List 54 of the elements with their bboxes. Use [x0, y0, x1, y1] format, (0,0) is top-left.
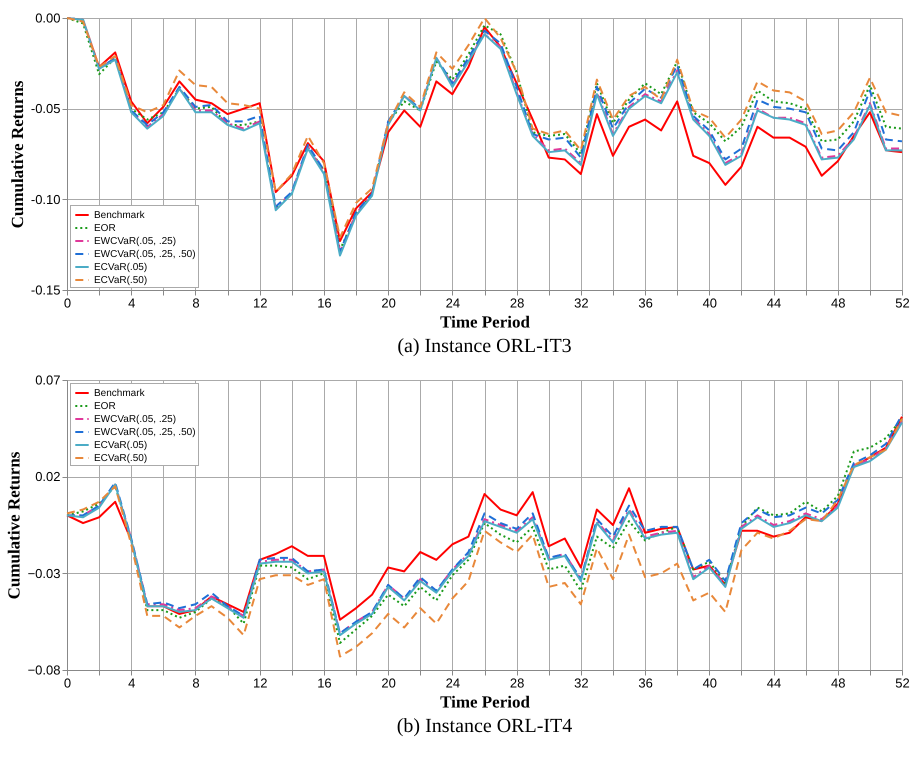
y-tick-label: -0.05 — [30, 101, 60, 116]
legend-label: ECVaR(.05) — [94, 440, 148, 451]
legend-label: ECVaR(.50) — [94, 275, 148, 286]
x-tick-label: 40 — [702, 296, 718, 310]
x-tick-label: 20 — [381, 676, 396, 690]
y-axis-title: Cumulative Returns — [8, 80, 27, 228]
legend-label: EWCVaR(.05, .25, .50) — [94, 427, 196, 438]
legend-label: ECVaR(.50) — [94, 453, 148, 464]
y-tick-label: −0.03 — [28, 566, 60, 581]
legend-label: Benchmark — [94, 388, 146, 399]
x-tick-label: 48 — [831, 296, 846, 310]
legend-label: EOR — [94, 223, 116, 234]
x-tick-label: 52 — [895, 676, 910, 690]
x-tick-label: 0 — [64, 676, 72, 690]
legend-label: ECVaR(.05) — [94, 262, 148, 273]
x-tick-label: 8 — [192, 676, 200, 690]
x-axis-title: Time Period — [440, 312, 530, 332]
x-tick-label: 40 — [702, 676, 718, 690]
x-tick-label: 12 — [252, 296, 268, 310]
x-tick-label: 44 — [766, 296, 782, 310]
text: (b) Instance ORL-IT4 — [396, 715, 572, 737]
x-tick-label: 8 — [192, 296, 200, 310]
x-tick-label: 36 — [638, 676, 653, 690]
x-tick-label: 24 — [446, 296, 460, 310]
y-tick-label: −0.08 — [28, 662, 60, 678]
y-tick-label: 0.00 — [35, 10, 60, 26]
x-tick-label: 48 — [831, 676, 846, 690]
x-tick-label: 16 — [317, 296, 332, 310]
x-tick-label: 28 — [510, 296, 524, 310]
x-tick-label: 4 — [128, 296, 136, 310]
text: (a) Instance ORL-IT3 — [397, 335, 572, 357]
x-tick-label: 24 — [446, 676, 460, 690]
x-tick-label: 32 — [574, 676, 589, 690]
x-tick-label: 16 — [317, 676, 332, 690]
legend-label: EOR — [94, 401, 116, 412]
y-tick-label: 0.07 — [35, 372, 60, 388]
x-tick-label: 0 — [64, 296, 72, 310]
legend-label: EWCVaR(.05, .25) — [94, 414, 176, 425]
x-tick-label: 4 — [128, 676, 136, 690]
y-tick-label: -0.10 — [30, 192, 60, 207]
y-tick-label: 0.02 — [35, 469, 60, 484]
x-tick-label: 44 — [766, 676, 782, 690]
x-tick-label: 12 — [252, 676, 268, 690]
x-tick-label: 20 — [381, 296, 396, 310]
x-tick-label: 28 — [510, 676, 524, 690]
x-tick-label: 32 — [574, 296, 589, 310]
legend-label: EWCVaR(.05, .25, .50) — [94, 249, 196, 260]
y-axis-title: Cumulative Returns — [4, 451, 24, 600]
x-axis-title: Time Period — [440, 692, 530, 712]
legend-label: Benchmark — [94, 210, 146, 221]
x-tick-label: 36 — [638, 296, 653, 310]
y-tick-label: -0.15 — [30, 282, 60, 298]
legend-label: EWCVaR(.05, .25) — [94, 236, 176, 247]
x-tick-label: 52 — [895, 296, 910, 310]
